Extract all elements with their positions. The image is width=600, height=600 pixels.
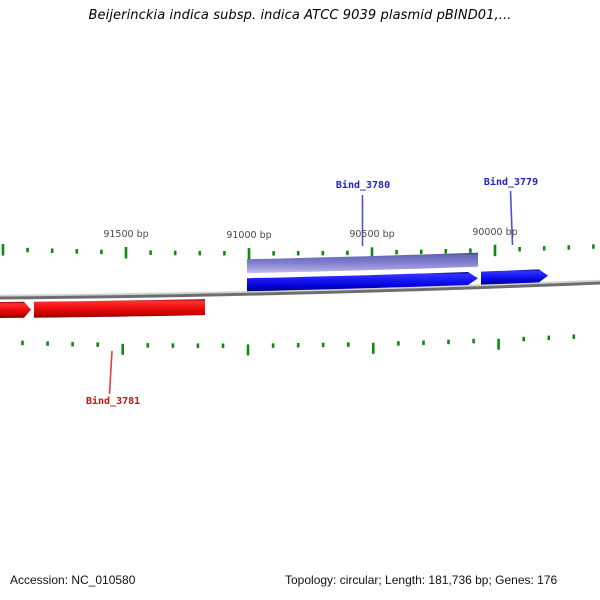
gene-arrows — [0, 252, 548, 318]
minor-tick — [71, 341, 74, 347]
major-tick — [493, 244, 497, 257]
gene-arrow-bind-3780[interactable] — [247, 272, 478, 292]
minor-tick — [518, 247, 521, 252]
ruler-ticks-bottom — [21, 334, 576, 356]
minor-tick — [447, 339, 450, 345]
minor-tick — [198, 250, 202, 256]
major-tick — [497, 338, 500, 350]
minor-tick — [26, 247, 29, 253]
sequence-title: Beijerinckia indica subsp. indica ATCC 9… — [88, 8, 512, 23]
major-tick — [1, 244, 5, 256]
minor-tick — [347, 342, 350, 347]
minor-tick — [397, 341, 400, 346]
gene-label-bind-3780[interactable]: Bind_3780 — [335, 180, 391, 191]
minor-tick — [592, 244, 595, 249]
ruler-label-91000: 91000 bp — [226, 230, 272, 241]
minor-tick — [21, 340, 24, 346]
minor-tick — [149, 250, 152, 255]
minor-tick — [50, 248, 54, 253]
minor-tick — [146, 343, 150, 348]
minor-tick — [419, 249, 423, 254]
minor-tick — [542, 246, 546, 251]
minor-tick — [321, 250, 325, 256]
minor-tick — [196, 343, 200, 348]
gene-arrow-bind-3779[interactable] — [481, 269, 548, 285]
minor-tick — [522, 336, 525, 342]
ruler-label-90500: 90500 bp — [349, 229, 395, 240]
major-tick — [121, 343, 124, 355]
minor-tick — [469, 248, 472, 253]
minor-tick — [547, 335, 551, 341]
major-tick — [246, 344, 250, 356]
minor-tick — [346, 250, 349, 256]
gene-bar-bind-3780-outer[interactable] — [247, 252, 478, 274]
minor-tick — [46, 341, 49, 346]
minor-tick — [572, 334, 576, 339]
ruler-label-90000: 90000 bp — [472, 227, 518, 238]
minor-tick — [296, 251, 300, 256]
minor-tick — [272, 251, 275, 256]
minor-tick — [173, 250, 177, 256]
major-tick — [124, 247, 128, 259]
minor-tick — [321, 342, 325, 348]
minor-tick — [75, 249, 79, 254]
minor-tick — [223, 251, 226, 256]
callout-bind-3779 — [509, 190, 514, 246]
ruler-ticks-top — [1, 244, 595, 260]
minor-tick — [567, 245, 571, 250]
backbone-highlight — [0, 279, 600, 297]
major-tick — [247, 248, 251, 260]
minor-tick — [271, 343, 275, 348]
plasmid-backbone — [0, 279, 600, 300]
minor-tick — [395, 249, 398, 255]
ruler-label-91500: 91500 bp — [103, 229, 149, 240]
label-callout-lines — [108, 190, 514, 395]
minor-tick — [100, 249, 103, 255]
minor-tick — [221, 343, 225, 348]
minor-tick — [296, 343, 300, 348]
minor-tick — [96, 342, 99, 347]
minor-tick — [422, 340, 425, 345]
status-summary: Topology: circular; Length: 181,736 bp; … — [285, 573, 558, 587]
minor-tick — [472, 338, 475, 344]
gene-label-bind-3779[interactable]: Bind_3779 — [483, 177, 539, 188]
gene-label-bind-3781[interactable]: Bind_3781 — [86, 396, 141, 407]
status-accession: Accession: NC_010580 — [10, 573, 136, 587]
gene-arrow-bind-3781-head[interactable] — [0, 301, 31, 318]
callout-bind-3781 — [108, 350, 113, 395]
minor-tick — [171, 343, 175, 348]
major-tick — [370, 247, 374, 259]
major-tick — [372, 342, 375, 354]
backbone-line — [0, 281, 600, 300]
minor-tick — [444, 249, 448, 254]
gene-arrow-bind-3781-body[interactable] — [34, 299, 205, 318]
